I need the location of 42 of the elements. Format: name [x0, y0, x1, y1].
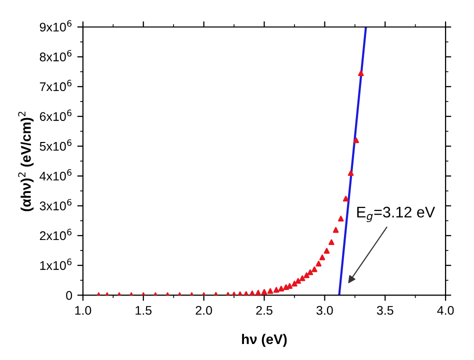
- point: [292, 280, 298, 286]
- point: [283, 284, 289, 290]
- y-tick-label: 7x10$^{6}$: [40, 80, 72, 92]
- point: [324, 248, 330, 254]
- point: [332, 227, 339, 233]
- point: [304, 272, 310, 278]
- x-axis-title: hν (eV): [242, 334, 287, 347]
- y-tick-label: 3x10$^{6}$: [40, 198, 72, 210]
- point: [278, 286, 284, 292]
- annotation: E$_{g}$=3.12 eV: [357, 206, 436, 222]
- y-tick-label: 9x10$^{6}$: [40, 20, 72, 32]
- point: [267, 288, 274, 294]
- y-tick-label: 0: [66, 291, 72, 300]
- x-tick-label: 1.5: [136, 306, 152, 315]
- y-tick-label: 5x10$^{6}$: [40, 139, 72, 151]
- x-tick-label: 2.5: [256, 306, 272, 315]
- point: [307, 269, 314, 276]
- point: [358, 70, 364, 76]
- y-tick-label: 6x10$^{6}$: [40, 110, 72, 121]
- x-tick-label: 4.0: [437, 306, 454, 315]
- point: [312, 266, 318, 272]
- y-tick-label: 4x10$^{6}$: [40, 169, 72, 181]
- point: [342, 196, 349, 202]
- y-tick-label: 1x10$^{6}$: [40, 258, 72, 270]
- point: [338, 216, 344, 222]
- point: [261, 289, 268, 295]
- x-tick-label: 3.0: [316, 306, 333, 315]
- point: [348, 170, 354, 176]
- point: [295, 278, 301, 284]
- x-tick-label: 3.5: [376, 306, 394, 315]
- point: [316, 260, 322, 267]
- y-axis-title: (αhν)$^{2}$ (eV/cm)$^{2}$: [18, 112, 34, 212]
- y-tick-label: 2x10$^{6}$: [40, 228, 72, 240]
- point: [328, 239, 334, 246]
- point: [319, 254, 326, 260]
- point: [273, 286, 280, 293]
- y-tick-label: 8x10$^{6}$: [40, 50, 72, 62]
- x-tick-label: 2.0: [196, 306, 212, 315]
- point: [353, 137, 360, 144]
- point: [255, 290, 262, 296]
- point: [299, 275, 306, 282]
- x-tick-label: 1.0: [75, 306, 92, 315]
